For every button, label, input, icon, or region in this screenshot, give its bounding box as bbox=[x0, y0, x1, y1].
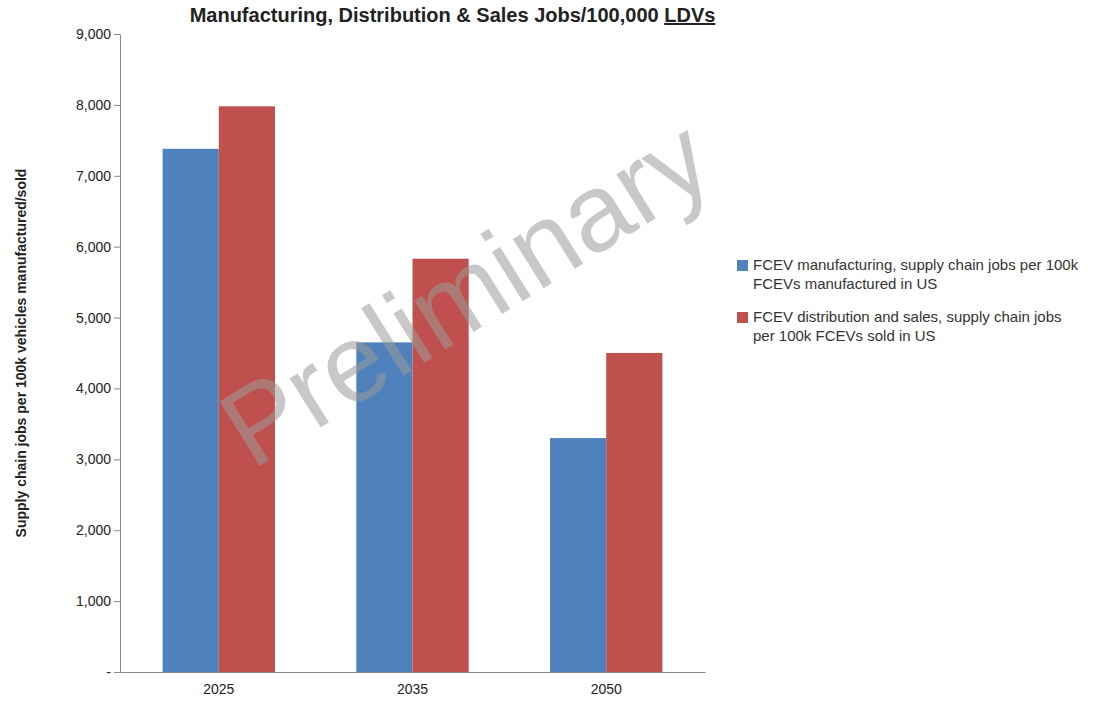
legend-label: FCEV manufacturing, supply chain jobs pe… bbox=[753, 256, 1079, 292]
y-tick-label: 7,000 bbox=[76, 168, 111, 184]
y-tick-mark bbox=[114, 105, 120, 106]
y-tick-mark bbox=[114, 247, 120, 248]
y-tick: 4,000 bbox=[76, 380, 120, 396]
y-tick-mark bbox=[114, 34, 120, 35]
y-axis-line bbox=[120, 35, 121, 673]
y-tick-label: 4,000 bbox=[76, 380, 111, 396]
x-axis: 2025 2035 2050 bbox=[121, 672, 706, 697]
y-axis: - 1,000 2,000 3,000 4,000 5,000 6,000 7,000 8,00… bbox=[76, 26, 121, 680]
x-axis-line bbox=[121, 672, 706, 673]
bar bbox=[550, 438, 606, 672]
legend-label: FCEV distribution and sales, supply chai… bbox=[753, 308, 1062, 344]
y-tick-label: - bbox=[106, 664, 111, 680]
y-tick: 3,000 bbox=[76, 451, 120, 467]
chart: Manufacturing, Distribution & Sales Jobs… bbox=[0, 0, 1103, 716]
x-tick-label: 2050 bbox=[591, 681, 622, 697]
y-tick-label: 5,000 bbox=[76, 310, 111, 326]
y-tick-label: 9,000 bbox=[76, 26, 111, 42]
x-tick-label: 2025 bbox=[203, 681, 234, 697]
bar bbox=[163, 149, 219, 672]
y-tick: 5,000 bbox=[76, 310, 120, 326]
y-tick-label: 3,000 bbox=[76, 451, 111, 467]
y-axis-title: Supply chain jobs per 100k vehicles manu… bbox=[13, 169, 29, 538]
y-tick: - bbox=[106, 664, 120, 680]
legend: FCEV manufacturing, supply chain jobs pe… bbox=[737, 256, 1079, 344]
y-tick-mark bbox=[114, 459, 120, 460]
y-tick-mark bbox=[114, 388, 120, 389]
y-tick: 9,000 bbox=[76, 26, 120, 42]
legend-swatch bbox=[737, 260, 748, 271]
y-tick-label: 1,000 bbox=[76, 593, 111, 609]
y-tick: 2,000 bbox=[76, 522, 120, 538]
y-tick-label: 6,000 bbox=[76, 239, 111, 255]
y-tick: 7,000 bbox=[76, 168, 120, 184]
title: Manufacturing, Distribution & Sales Jobs… bbox=[190, 4, 716, 26]
y-tick-mark bbox=[114, 601, 120, 602]
x-tick: 2050 bbox=[591, 672, 622, 697]
y-tick-mark bbox=[114, 530, 120, 531]
x-tick: 2035 bbox=[397, 672, 428, 697]
x-tick-label: 2035 bbox=[397, 681, 428, 697]
y-tick: 6,000 bbox=[76, 239, 120, 255]
bar bbox=[606, 353, 662, 672]
y-tick: 1,000 bbox=[76, 593, 120, 609]
y-tick-label: 8,000 bbox=[76, 97, 111, 113]
x-tick: 2025 bbox=[203, 672, 234, 697]
y-tick-mark bbox=[114, 176, 120, 177]
y-tick-label: 2,000 bbox=[76, 522, 111, 538]
y-tick-mark bbox=[114, 672, 120, 673]
legend-swatch bbox=[737, 312, 748, 323]
y-tick: 8,000 bbox=[76, 97, 120, 113]
y-tick-mark bbox=[114, 318, 120, 319]
watermark: Preliminary bbox=[199, 94, 731, 490]
